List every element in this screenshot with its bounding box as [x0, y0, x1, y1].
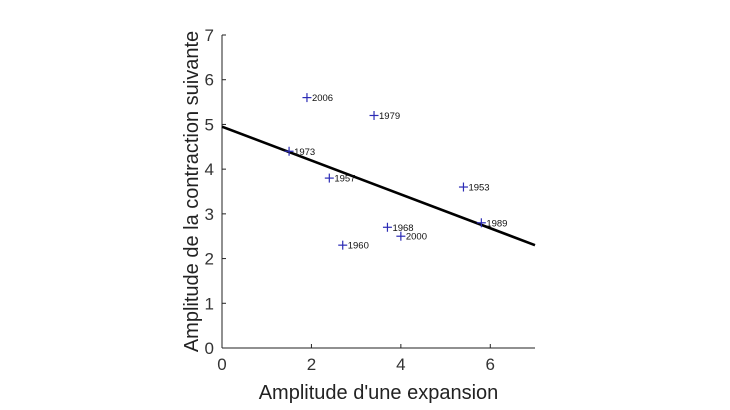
y-axis-title: Amplitude de la contraction suivante [181, 31, 203, 352]
data-point: 1960 [338, 240, 369, 252]
x-tick-label: 6 [486, 355, 495, 374]
point-label: 1989 [486, 218, 507, 229]
axes [221, 35, 535, 349]
data-point: 2006 [302, 93, 333, 104]
data-point: 2000 [396, 231, 427, 243]
point-label: 1953 [468, 183, 489, 194]
point-label: 1960 [348, 241, 369, 252]
point-label: 1968 [392, 223, 413, 234]
data-point: 1989 [476, 218, 507, 229]
data-point: 1957 [324, 173, 355, 185]
data-point: 1968 [382, 222, 414, 234]
y-tick-label: 3 [205, 205, 214, 224]
point-label: 2006 [312, 93, 333, 104]
point-label: 2000 [406, 232, 427, 243]
x-tick-label: 2 [307, 355, 316, 374]
y-ticks: 0 1 2 3 4 5 6 7 [205, 26, 226, 358]
y-tick-label: 7 [205, 26, 214, 45]
x-tick-label: 4 [396, 355, 405, 374]
y-tick-label: 0 [205, 339, 214, 358]
data-point: 1979 [369, 110, 400, 122]
y-tick-label: 1 [205, 294, 214, 313]
y-tick-label: 4 [205, 160, 214, 179]
y-tick-label: 6 [205, 71, 214, 90]
point-label: 1957 [334, 174, 355, 185]
point-label: 1979 [379, 111, 400, 122]
x-tick-label: 0 [217, 355, 226, 374]
x-ticks: 0 2 4 6 [217, 344, 495, 374]
data-point: 1953 [458, 182, 490, 194]
point-label: 1973 [294, 147, 315, 158]
trend-line [221, 125, 536, 247]
y-tick-label: 2 [205, 250, 214, 269]
x-axis-title: Amplitude d'une expansion [259, 382, 499, 404]
data-point: 1973 [284, 146, 315, 158]
y-tick-label: 5 [205, 115, 214, 134]
